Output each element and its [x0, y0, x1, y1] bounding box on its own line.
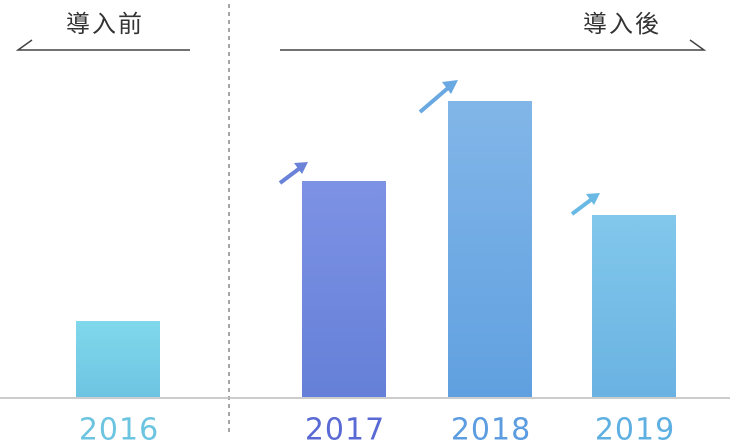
bar — [448, 101, 532, 397]
x-tick-label: 2017 — [305, 413, 385, 443]
x-tick-label: 2019 — [595, 413, 675, 443]
x-tick-label: 2016 — [79, 413, 159, 443]
bar — [592, 215, 676, 397]
arrow — [418, 80, 458, 114]
before-bracket — [15, 39, 190, 51]
after-label: 導入後 — [583, 10, 661, 38]
after-bracket — [280, 39, 707, 51]
x-tick-label: 2018 — [451, 413, 531, 443]
bar — [76, 321, 160, 397]
arrow — [278, 162, 308, 185]
before-label: 導入前 — [66, 10, 144, 38]
arrow — [570, 193, 600, 216]
bar — [302, 181, 386, 397]
